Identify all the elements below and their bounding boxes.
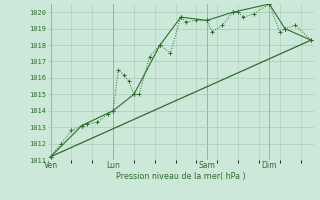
X-axis label: Pression niveau de la mer( hPa ): Pression niveau de la mer( hPa ) bbox=[116, 172, 246, 181]
